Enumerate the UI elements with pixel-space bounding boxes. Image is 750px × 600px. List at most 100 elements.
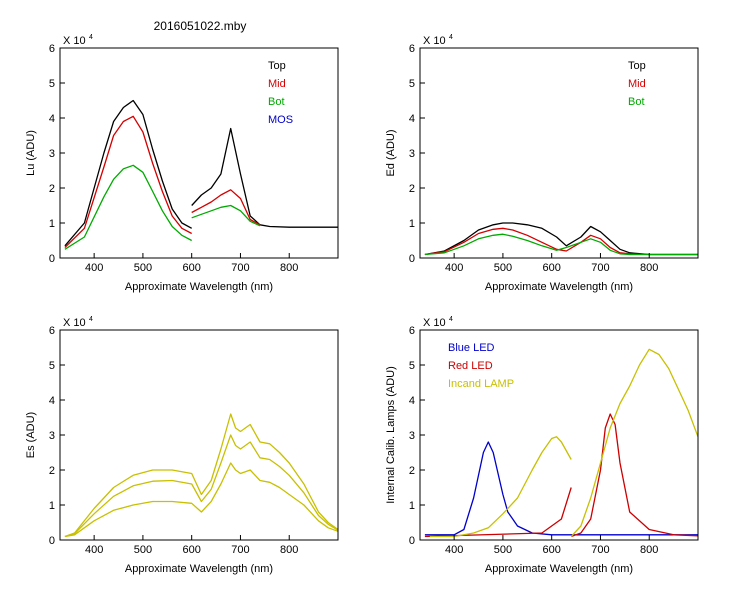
es-xtick-label: 400 xyxy=(85,544,103,556)
ed-series-mid-line-0 xyxy=(424,227,698,256)
lu-ytick-label: 2 xyxy=(49,183,55,195)
ed-series xyxy=(424,222,698,256)
lamps-series-incand-lamp-line-1 xyxy=(570,348,698,537)
es-xtick-label: 800 xyxy=(280,544,298,556)
es-y-multiplier: X 10 xyxy=(63,317,86,329)
lu-series-mid-line-1 xyxy=(191,189,261,226)
ed-ytick-label: 2 xyxy=(409,183,415,195)
lu-xtick-label: 500 xyxy=(134,262,152,274)
es-series-es-mid-line-0 xyxy=(64,434,338,538)
lamps-y-exponent: 4 xyxy=(449,316,453,323)
es-xtick-label: 700 xyxy=(231,544,249,556)
lu-ytick-label: 4 xyxy=(49,113,55,125)
lamps-xtick-label: 500 xyxy=(494,544,512,556)
ed-series-top-line-0 xyxy=(424,222,698,256)
lamps-ytick-label: 1 xyxy=(409,500,415,512)
lu-legend-mid: Mid xyxy=(268,78,286,90)
lamps-ytick-label: 3 xyxy=(409,430,415,442)
es-ytick-label: 2 xyxy=(49,465,55,477)
lu-series-mid-line-0 xyxy=(64,115,193,248)
lamps-ytick-label: 0 xyxy=(409,535,415,547)
lu-series-bot-line-1 xyxy=(191,204,261,227)
lamps-ytick-label: 4 xyxy=(409,395,415,407)
es-plot-frame xyxy=(59,329,339,541)
lamps-ytick-label: 6 xyxy=(409,325,415,337)
lu-legend-bot: Bot xyxy=(268,96,285,108)
lamps-y-multiplier: X 10 xyxy=(423,317,446,329)
lu-plot-frame xyxy=(59,47,339,259)
ed-ytick-label: 5 xyxy=(409,78,415,90)
lamps-xtick-label: 700 xyxy=(591,544,609,556)
lu-y-multiplier: X 10 xyxy=(63,35,86,47)
es-ytick-label: 3 xyxy=(49,430,55,442)
lamps-ylabel: Internal Calib. Lamps (ADU) xyxy=(385,366,397,504)
lu-y-exponent: 4 xyxy=(89,34,93,41)
ed-ytick-label: 4 xyxy=(409,113,415,125)
ed-legend-mid: Mid xyxy=(628,78,646,90)
lamps-series-blue-led-line-0 xyxy=(424,441,698,536)
ed-xtick-label: 500 xyxy=(494,262,512,274)
lamps-legend-red-led: Red LED xyxy=(448,360,493,372)
ed-legend-top: Top xyxy=(628,60,646,72)
es-xtick-label: 600 xyxy=(183,544,201,556)
ed-xlabel: Approximate Wavelength (nm) xyxy=(485,281,633,293)
lamps-legend-blue-led: Blue LED xyxy=(448,342,495,354)
lu-legend-mos: MOS xyxy=(268,114,293,126)
lamps-xtick-label: 800 xyxy=(640,544,658,556)
ed-y-exponent: 4 xyxy=(449,34,453,41)
es-series-es-high-line-0 xyxy=(64,413,338,538)
ed-ytick-label: 3 xyxy=(409,148,415,160)
ed-xtick-label: 700 xyxy=(591,262,609,274)
lu-ytick-label: 5 xyxy=(49,78,55,90)
lu-xtick-label: 600 xyxy=(183,262,201,274)
lu-xtick-label: 700 xyxy=(231,262,249,274)
lu-ytick-label: 3 xyxy=(49,148,55,160)
es-y-exponent: 4 xyxy=(89,316,93,323)
ed-y-multiplier: X 10 xyxy=(423,35,446,47)
es-ytick-label: 1 xyxy=(49,500,55,512)
ed-plot-frame xyxy=(419,47,699,259)
lu-ylabel: Lu (ADU) xyxy=(25,130,37,176)
lu-series xyxy=(64,99,338,250)
lamps-series-red-led-line-0 xyxy=(424,487,572,538)
lamps-xtick-label: 600 xyxy=(543,544,561,556)
lamps-series-red-led-line-1 xyxy=(570,413,698,538)
lamps-series-incand-lamp-line-0 xyxy=(429,436,572,538)
ed-xtick-label: 400 xyxy=(445,262,463,274)
lu-series-bot-line-0 xyxy=(64,164,193,250)
ed-ylabel: Ed (ADU) xyxy=(385,129,397,176)
es-ylabel: Es (ADU) xyxy=(25,412,37,458)
es-ytick-label: 5 xyxy=(49,360,55,372)
ed-ytick-label: 1 xyxy=(409,218,415,230)
lu-series-top-line-0 xyxy=(64,99,193,247)
ed-xtick-label: 800 xyxy=(640,262,658,274)
es-ytick-label: 0 xyxy=(49,535,55,547)
lu-series-top-line-1 xyxy=(191,127,338,228)
es-xlabel: Approximate Wavelength (nm) xyxy=(125,563,273,575)
lamps-series xyxy=(424,348,698,538)
es-series-es-low-line-0 xyxy=(64,462,338,538)
ed-series-bot-line-0 xyxy=(424,233,698,256)
lu-xlabel: Approximate Wavelength (nm) xyxy=(125,281,273,293)
lu-ytick-label: 6 xyxy=(49,43,55,55)
ed-legend-bot: Bot xyxy=(628,96,645,108)
ed-xtick-label: 600 xyxy=(543,262,561,274)
lamps-xtick-label: 400 xyxy=(445,544,463,556)
ed-ytick-label: 6 xyxy=(409,43,415,55)
lamps-xlabel: Approximate Wavelength (nm) xyxy=(485,563,633,575)
lu-xtick-label: 400 xyxy=(85,262,103,274)
es-ytick-label: 4 xyxy=(49,395,55,407)
lu-ytick-label: 0 xyxy=(49,253,55,265)
figure-title: 2016051022.mby xyxy=(153,19,247,33)
es-series xyxy=(64,413,338,538)
lamps-ytick-label: 5 xyxy=(409,360,415,372)
lamps-legend-incand-lamp: Incand LAMP xyxy=(448,378,514,390)
lu-xtick-label: 800 xyxy=(280,262,298,274)
ed-ytick-label: 0 xyxy=(409,253,415,265)
es-ytick-label: 6 xyxy=(49,325,55,337)
es-xtick-label: 500 xyxy=(134,544,152,556)
